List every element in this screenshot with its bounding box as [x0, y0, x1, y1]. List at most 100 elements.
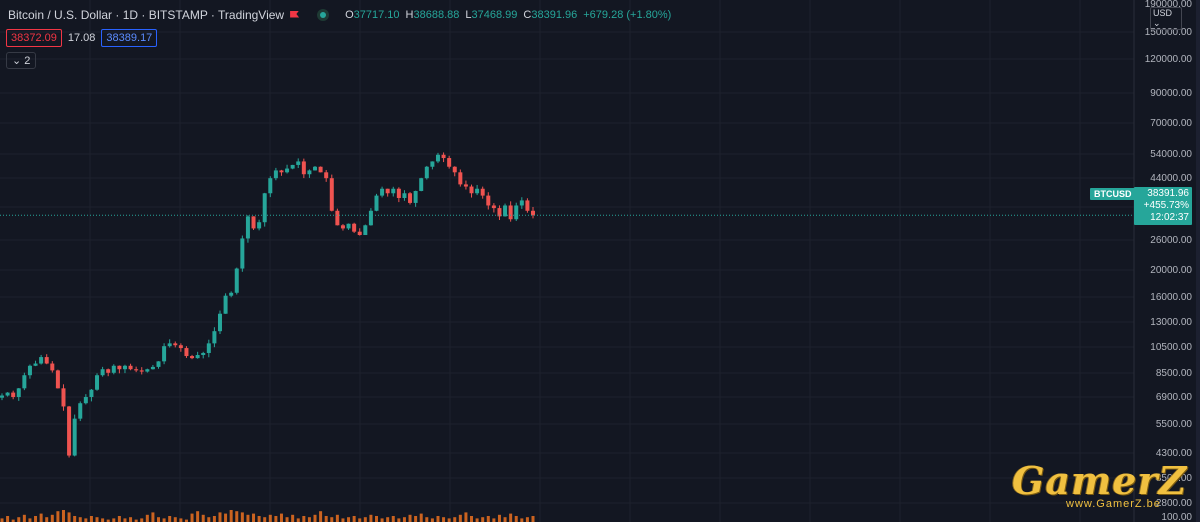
- last-price-label: 38391.96 +455.73% 12:02:37: [1134, 187, 1192, 225]
- candle-body: [61, 388, 66, 407]
- candle-body: [441, 154, 446, 159]
- flag-icon[interactable]: [290, 11, 299, 20]
- candle-body: [335, 210, 340, 226]
- candle-body: [307, 170, 312, 175]
- watermark-url: www.GamerZ.be: [1066, 498, 1161, 510]
- ohlc-item: +679.28 (+1.80%): [583, 9, 671, 21]
- sell-price-button[interactable]: 38372.09: [6, 29, 62, 47]
- price-tick-label: 150000.00: [1145, 27, 1193, 38]
- price-tick-label: 5500.00: [1156, 419, 1193, 430]
- last-price-value: 38391.96: [1147, 188, 1189, 199]
- candle-body: [16, 388, 21, 398]
- candle-body: [100, 369, 105, 376]
- candle-body: [95, 375, 100, 390]
- volume-bar: [101, 518, 105, 522]
- price-tick-label: 8500.00: [1156, 368, 1193, 379]
- volume-bar: [229, 510, 233, 522]
- candle-body: [122, 365, 127, 370]
- candle-body: [0, 395, 4, 398]
- ohlc-values: O37717.10 H38688.88 L37468.99 C38391.96 +679…: [345, 9, 671, 21]
- volume-bar: [162, 518, 166, 522]
- volume-bar: [347, 517, 351, 522]
- indicators-toggle-button[interactable]: ⌄ 2: [6, 52, 37, 69]
- price-tick-label: 3500.00: [1156, 473, 1193, 484]
- volume-bar: [61, 510, 65, 522]
- candle-body: [117, 365, 122, 370]
- volume-bar: [414, 516, 418, 522]
- volume-bar: [442, 517, 446, 522]
- candle-body: [257, 222, 262, 229]
- volume-bar: [106, 519, 110, 522]
- candle-body: [396, 188, 401, 198]
- candle-body: [318, 166, 323, 173]
- volume-bar: [268, 514, 272, 522]
- volume-bar: [481, 517, 485, 522]
- volume-bar: [34, 516, 38, 522]
- price-tick-label: 120000.00: [1145, 54, 1193, 65]
- candle-body: [89, 389, 94, 398]
- volume-bar: [173, 517, 177, 522]
- volume-bar: [352, 516, 356, 522]
- candle-body: [357, 231, 362, 236]
- volume-bar: [296, 518, 300, 522]
- volume-bar: [67, 512, 71, 522]
- volume-bar: [369, 514, 373, 522]
- volume-bar: [509, 513, 513, 522]
- price-tick-label: 13000.00: [1150, 317, 1192, 328]
- candle-body: [251, 216, 256, 229]
- price-tick-label: 26000.00: [1150, 235, 1192, 246]
- volume-bar: [486, 516, 490, 522]
- candle-body: [190, 356, 195, 359]
- volume-bar: [201, 514, 205, 522]
- candle-body: [229, 292, 234, 296]
- price-tick-label: 70000.00: [1150, 118, 1192, 129]
- candle-body: [106, 369, 111, 373]
- volume-bar: [235, 511, 239, 522]
- ohlc-item: C38391.96: [523, 9, 577, 21]
- candle-body: [145, 369, 150, 372]
- candle-body: [83, 397, 88, 404]
- ohlc-value: 38688.88: [413, 9, 460, 21]
- volume-bar: [436, 516, 440, 522]
- volume-bar: [179, 518, 183, 522]
- volume-bar: [22, 514, 26, 522]
- price-axis-bg: [1134, 0, 1200, 522]
- candle-body: [11, 392, 16, 398]
- candle-body: [5, 392, 10, 396]
- candle-body: [279, 170, 284, 173]
- candle-body: [111, 365, 116, 373]
- volume-bar: [408, 514, 412, 522]
- candle-body: [430, 161, 435, 167]
- volume-bar: [134, 519, 138, 522]
- candle-body: [514, 205, 519, 220]
- buy-price-button[interactable]: 38389.17: [101, 29, 158, 47]
- volume-bar: [313, 514, 317, 522]
- candle-body: [223, 295, 228, 314]
- ohlc-value: 37717.10: [353, 9, 400, 21]
- candle-body: [458, 172, 463, 185]
- candle-body: [27, 365, 32, 376]
- volume-bar: [117, 516, 121, 522]
- volume-bar: [470, 516, 474, 522]
- price-tick-label: 54000.00: [1150, 149, 1192, 160]
- candle-body: [352, 223, 357, 232]
- scrollbar: [1196, 0, 1200, 522]
- currency-selector[interactable]: USD ⌄: [1150, 7, 1182, 30]
- volume-bar: [112, 518, 116, 522]
- ohlc-value: 37468.99: [471, 9, 518, 21]
- symbol-title[interactable]: Bitcoin / U.S. Dollar · 1D · BITSTAMP · …: [8, 8, 285, 22]
- volume-bar: [430, 518, 434, 522]
- candle-body: [139, 370, 144, 372]
- market-status-icon[interactable]: [317, 9, 330, 21]
- volume-bar: [447, 518, 451, 522]
- volume-bar: [464, 512, 468, 522]
- volume-bar: [531, 516, 535, 522]
- volume-bar: [358, 518, 362, 522]
- candle-body: [273, 170, 278, 179]
- candle-body: [480, 188, 485, 196]
- candle-body: [162, 346, 167, 362]
- candle-body: [201, 352, 206, 356]
- candle-body: [463, 184, 468, 187]
- candle-body: [475, 188, 480, 194]
